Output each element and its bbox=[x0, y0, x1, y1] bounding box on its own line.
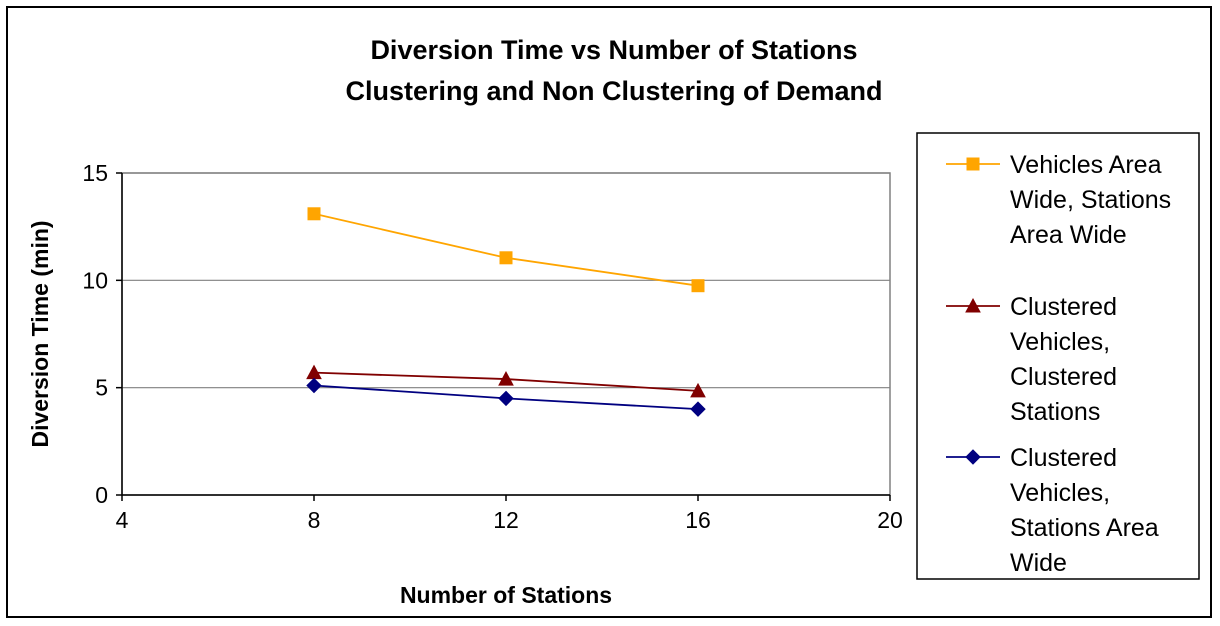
legend-label-2: Clustered bbox=[1010, 363, 1117, 391]
x-tick-label: 12 bbox=[493, 507, 519, 533]
legend-label-3: Vehicles, bbox=[1010, 479, 1110, 507]
data-point bbox=[498, 390, 514, 407]
data-point bbox=[691, 279, 705, 293]
legend-label-2: Vehicles, bbox=[1010, 328, 1110, 356]
axes: 0 5 10 15 4 8 12 16 20 bbox=[82, 160, 902, 533]
y-tick-label: 0 bbox=[95, 482, 108, 508]
legend-label-2: Stations bbox=[1010, 398, 1100, 426]
gridlines bbox=[122, 172, 890, 389]
data-point bbox=[306, 377, 322, 394]
y-axis-title: Diversion Time (min) bbox=[27, 220, 53, 447]
legend-label-1: Vehicles Area bbox=[1010, 151, 1162, 179]
x-tick-label: 20 bbox=[877, 507, 903, 533]
legend-label-1: Wide, Stations bbox=[1010, 186, 1171, 214]
y-tick-label: 15 bbox=[82, 160, 108, 186]
x-tick-label: 4 bbox=[116, 507, 129, 533]
series-group bbox=[306, 207, 706, 417]
legend-marker-3 bbox=[965, 449, 981, 465]
plot-area bbox=[121, 172, 891, 496]
legend-label-3: Clustered bbox=[1010, 444, 1117, 472]
legend-label-3: Wide bbox=[1010, 549, 1067, 577]
legend-box bbox=[916, 132, 1200, 580]
legend-marker-2 bbox=[965, 297, 981, 313]
legend-label-2: Clustered bbox=[1010, 293, 1117, 321]
legend-marker-1 bbox=[966, 157, 980, 171]
data-point bbox=[498, 371, 514, 386]
chart-subtitle: Clustering and Non Clustering of Demand bbox=[345, 76, 882, 106]
x-tick-label: 16 bbox=[685, 507, 711, 533]
y-tick-label: 10 bbox=[82, 267, 108, 293]
legend-label-3: Stations Area bbox=[1010, 514, 1159, 542]
data-point bbox=[690, 401, 706, 417]
data-point bbox=[307, 207, 321, 221]
x-tick-label: 8 bbox=[308, 507, 321, 533]
series-line-1 bbox=[313, 212, 699, 287]
chart-title: Diversion Time vs Number of Stations bbox=[370, 35, 857, 65]
x-axis-title: Number of Stations bbox=[400, 582, 612, 608]
y-tick-label: 5 bbox=[95, 375, 108, 401]
legend-label-1: Area Wide bbox=[1010, 221, 1127, 249]
data-point bbox=[499, 251, 513, 265]
legend: Vehicles Area Wide, Stations Area Wide Clus… bbox=[916, 132, 1200, 580]
data-point bbox=[690, 382, 706, 398]
